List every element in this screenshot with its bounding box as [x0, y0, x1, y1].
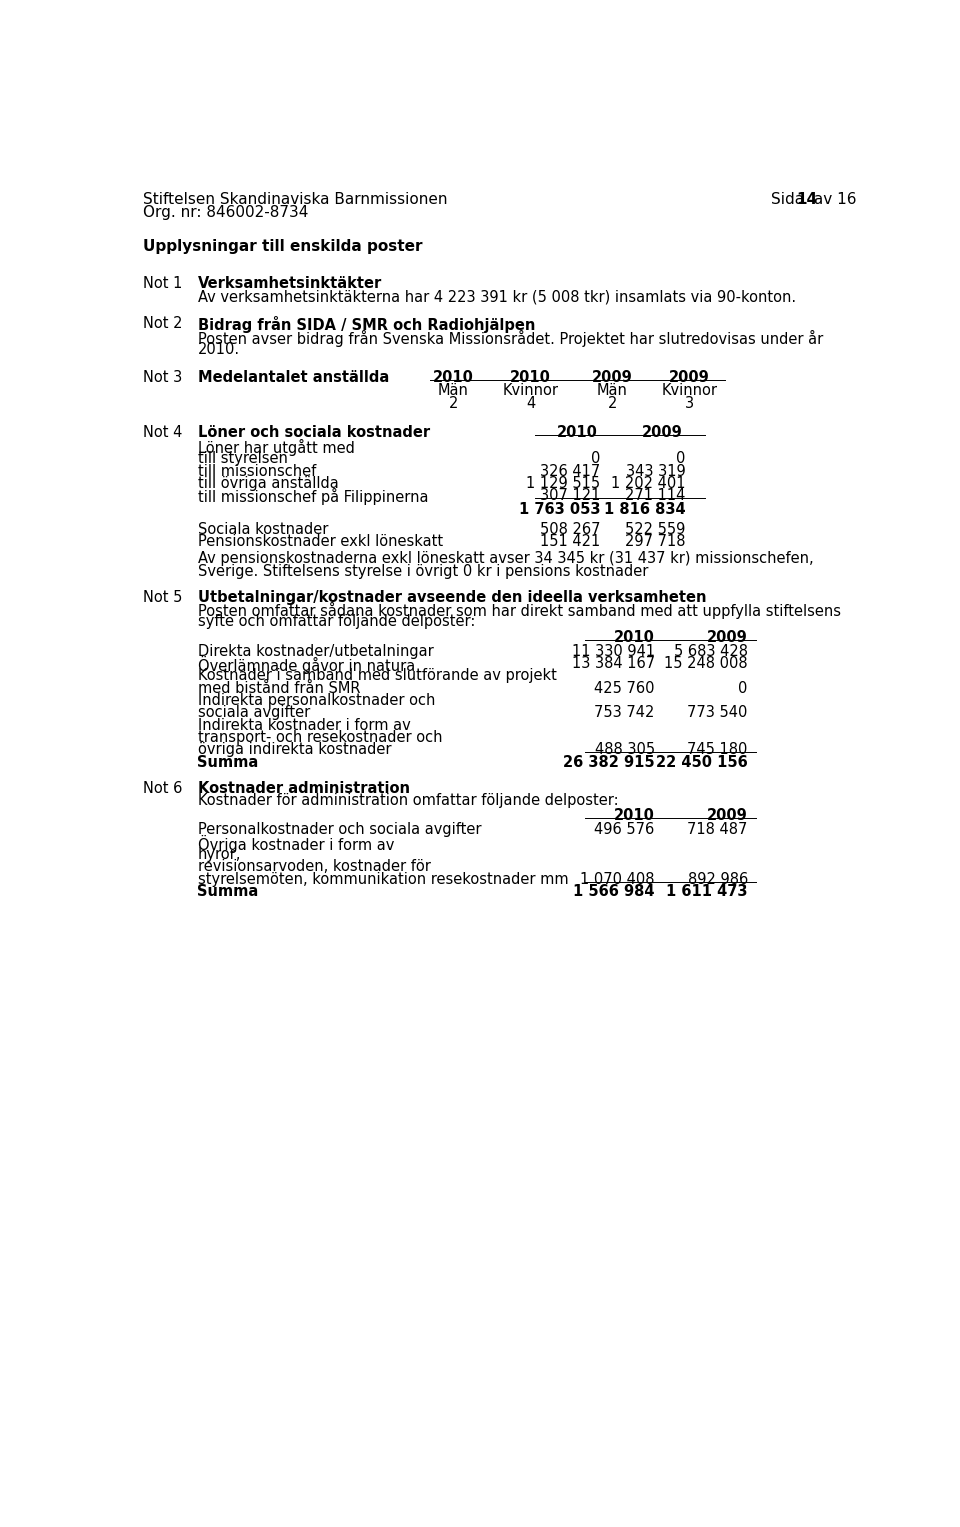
Text: övriga indirekta kostnader: övriga indirekta kostnader	[198, 742, 391, 757]
Text: Indirekta personalkostnader och: Indirekta personalkostnader och	[198, 693, 435, 709]
Text: 753 742: 753 742	[594, 705, 655, 721]
Text: till missionschef: till missionschef	[198, 464, 316, 478]
Text: Sida: Sida	[771, 192, 809, 208]
Text: Direkta kostnader/utbetalningar: Direkta kostnader/utbetalningar	[198, 644, 433, 658]
Text: Av verksamhetsinktäkterna har 4 223 391 kr (5 008 tkr) insamlats via 90-konton.: Av verksamhetsinktäkterna har 4 223 391 …	[198, 290, 796, 304]
Text: 496 576: 496 576	[594, 823, 655, 837]
Text: Bidrag från SIDA / SMR och Radiohjälpen: Bidrag från SIDA / SMR och Radiohjälpen	[198, 316, 535, 333]
Text: 11 330 941: 11 330 941	[571, 644, 655, 658]
Text: 1 202 401: 1 202 401	[612, 476, 685, 490]
Text: Kostnader administration: Kostnader administration	[198, 780, 410, 796]
Text: 892 986: 892 986	[687, 872, 748, 887]
Text: transport- och resekostnader och: transport- och resekostnader och	[198, 730, 442, 745]
Text: 307 121: 307 121	[540, 489, 601, 504]
Text: revisionsarvoden, kostnader för: revisionsarvoden, kostnader för	[198, 860, 430, 875]
Text: 745 180: 745 180	[687, 742, 748, 757]
Text: 2010: 2010	[613, 808, 655, 823]
Text: Utbetalningar/kostnader avseende den ideella verksamheten: Utbetalningar/kostnader avseende den ide…	[198, 589, 706, 605]
Text: Sociala kostnader: Sociala kostnader	[198, 522, 328, 538]
Text: Pensionskostnader exkl löneskatt: Pensionskostnader exkl löneskatt	[198, 534, 443, 550]
Text: Kostnader i samband med slutförande av projekt: Kostnader i samband med slutförande av p…	[198, 669, 557, 684]
Text: Löner har utgått med: Löner har utgått med	[198, 438, 354, 457]
Text: Av pensionskostnaderna exkl löneskatt avser 34 345 kr (31 437 kr) missionschefen: Av pensionskostnaderna exkl löneskatt av…	[198, 551, 813, 567]
Text: Not 3: Not 3	[143, 370, 182, 385]
Text: Medelantalet anställda: Medelantalet anställda	[198, 370, 389, 385]
Text: Kostnader för administration omfattar följande delposter:: Kostnader för administration omfattar fö…	[198, 793, 618, 808]
Text: Not 5: Not 5	[143, 589, 182, 605]
Text: 2009: 2009	[707, 808, 748, 823]
Text: 297 718: 297 718	[625, 534, 685, 550]
Text: 2009: 2009	[707, 629, 748, 644]
Text: 326 417: 326 417	[540, 464, 601, 478]
Text: Verksamhetsinktäkter: Verksamhetsinktäkter	[198, 276, 382, 290]
Text: 773 540: 773 540	[687, 705, 748, 721]
Text: 1 763 053: 1 763 053	[519, 502, 601, 518]
Text: Upplysningar till enskilda poster: Upplysningar till enskilda poster	[143, 238, 422, 253]
Text: med bistånd från SMR: med bistånd från SMR	[198, 681, 360, 696]
Text: 2010: 2010	[433, 370, 473, 385]
Text: 2009: 2009	[642, 425, 683, 440]
Text: 1 611 473: 1 611 473	[666, 884, 748, 899]
Text: 343 319: 343 319	[626, 464, 685, 478]
Text: Indirekta kostnader i form av: Indirekta kostnader i form av	[198, 718, 410, 733]
Text: hyror,: hyror,	[198, 847, 241, 861]
Text: Not 1: Not 1	[143, 276, 182, 290]
Text: 271 114: 271 114	[625, 489, 685, 504]
Text: Stiftelsen Skandinaviska Barnmissionen: Stiftelsen Skandinaviska Barnmissionen	[143, 192, 447, 208]
Text: Summa: Summa	[198, 754, 259, 770]
Text: 26 382 915: 26 382 915	[564, 754, 655, 770]
Text: 1 070 408: 1 070 408	[580, 872, 655, 887]
Text: Not 4: Not 4	[143, 425, 182, 440]
Text: 2010: 2010	[557, 425, 598, 440]
Text: 508 267: 508 267	[540, 522, 601, 538]
Text: Sverige. Stiftelsens styrelse i övrigt 0 kr i pensions kostnader: Sverige. Stiftelsens styrelse i övrigt 0…	[198, 563, 648, 579]
Text: Löner och sociala kostnader: Löner och sociala kostnader	[198, 425, 430, 440]
Text: till styrelsen: till styrelsen	[198, 450, 287, 466]
Text: 15 248 008: 15 248 008	[664, 657, 748, 670]
Text: till missionschef på Filippinerna: till missionschef på Filippinerna	[198, 489, 428, 505]
Text: 2009: 2009	[591, 370, 633, 385]
Text: Not 2: Not 2	[143, 316, 182, 331]
Text: 2009: 2009	[669, 370, 710, 385]
Text: Not 6: Not 6	[143, 780, 182, 796]
Text: 2010.: 2010.	[198, 342, 240, 357]
Text: Posten avser bidrag från Svenska Missionsrådet. Projektet har slutredovisas unde: Posten avser bidrag från Svenska Mission…	[198, 330, 823, 347]
Text: 4: 4	[526, 395, 536, 411]
Text: sociala avgifter: sociala avgifter	[198, 705, 310, 721]
Text: 0: 0	[591, 450, 601, 466]
Text: 2: 2	[448, 395, 458, 411]
Text: 2010: 2010	[511, 370, 551, 385]
Text: Män: Män	[597, 383, 628, 399]
Text: 425 760: 425 760	[594, 681, 655, 696]
Text: 2010: 2010	[613, 629, 655, 644]
Text: 13 384 167: 13 384 167	[571, 657, 655, 670]
Text: Kvinnor: Kvinnor	[661, 383, 718, 399]
Text: 3: 3	[685, 395, 694, 411]
Text: Personalkostnader och sociala avgifter: Personalkostnader och sociala avgifter	[198, 823, 481, 837]
Text: 1 816 834: 1 816 834	[604, 502, 685, 518]
Text: till övriga anställda: till övriga anställda	[198, 476, 338, 490]
Text: 151 421: 151 421	[540, 534, 601, 550]
Text: 1 566 984: 1 566 984	[573, 884, 655, 899]
Text: 522 559: 522 559	[625, 522, 685, 538]
Text: styrelsemöten, kommunikation resekostnader mm: styrelsemöten, kommunikation resekostnad…	[198, 872, 568, 887]
Text: 718 487: 718 487	[687, 823, 748, 837]
Text: 0: 0	[677, 450, 685, 466]
Text: 14: 14	[797, 192, 818, 208]
Text: 2: 2	[608, 395, 617, 411]
Text: 1 129 515: 1 129 515	[526, 476, 601, 490]
Text: 22 450 156: 22 450 156	[656, 754, 748, 770]
Text: av 16: av 16	[809, 192, 856, 208]
Text: 0: 0	[738, 681, 748, 696]
Text: Övriga kostnader i form av: Övriga kostnader i form av	[198, 835, 394, 852]
Text: Org. nr: 846002-8734: Org. nr: 846002-8734	[143, 205, 308, 220]
Text: Kvinnor: Kvinnor	[503, 383, 559, 399]
Text: Män: Män	[438, 383, 468, 399]
Text: 5 683 428: 5 683 428	[674, 644, 748, 658]
Text: Summa: Summa	[198, 884, 259, 899]
Text: Posten omfattar sådana kostnader som har direkt samband med att uppfylla stiftel: Posten omfattar sådana kostnader som har…	[198, 602, 841, 618]
Text: Överlämnade gåvor in natura: Överlämnade gåvor in natura	[198, 657, 415, 673]
Text: syfte och omfattar följande delposter:: syfte och omfattar följande delposter:	[198, 614, 475, 629]
Text: 488 305: 488 305	[594, 742, 655, 757]
